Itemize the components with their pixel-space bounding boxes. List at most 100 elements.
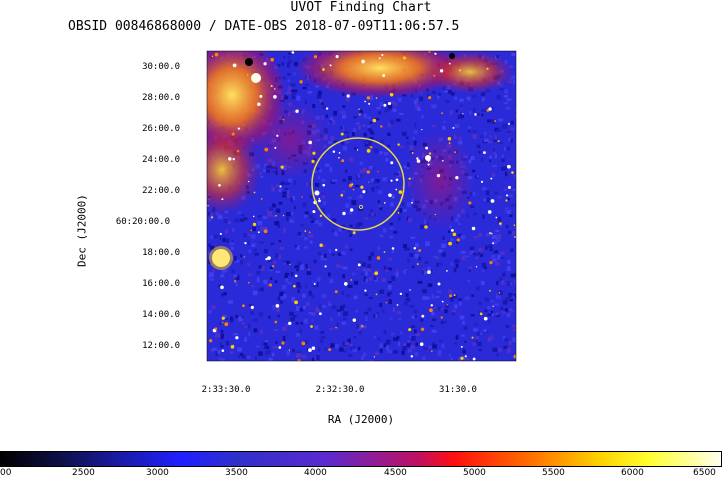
- noise-pixel: [482, 214, 485, 219]
- noise-pixel: [481, 262, 487, 268]
- star: [419, 342, 424, 346]
- noise-pixel: [460, 250, 466, 254]
- noise-pixel: [489, 155, 492, 159]
- star: [462, 113, 464, 115]
- star: [263, 229, 268, 234]
- noise-pixel: [278, 239, 282, 243]
- star: [214, 327, 218, 330]
- star: [218, 183, 221, 187]
- star: [279, 185, 282, 188]
- noise-pixel: [468, 265, 473, 270]
- noise-pixel: [262, 216, 268, 219]
- noise-pixel: [275, 307, 280, 312]
- star: [220, 285, 224, 290]
- noise-pixel: [415, 342, 418, 347]
- noise-pixel: [367, 306, 372, 312]
- noise-pixel: [379, 303, 383, 307]
- noise-pixel: [328, 272, 331, 277]
- star: [209, 339, 213, 343]
- noise-pixel: [435, 256, 439, 260]
- noise-pixel: [342, 274, 346, 279]
- noise-pixel: [391, 275, 396, 281]
- noise-pixel: [354, 184, 360, 188]
- noise-pixel: [495, 314, 500, 317]
- noise-pixel: [331, 229, 335, 232]
- star: [447, 137, 452, 141]
- star: [313, 283, 316, 285]
- star: [455, 175, 459, 180]
- noise-pixel: [460, 107, 463, 110]
- noise-pixel: [473, 328, 478, 332]
- noise-pixel: [212, 268, 215, 274]
- noise-pixel: [306, 270, 312, 275]
- star: [428, 51, 431, 54]
- star: [453, 294, 456, 297]
- noise-pixel: [346, 134, 349, 139]
- noise-pixel: [250, 234, 256, 239]
- noise-pixel: [366, 268, 371, 272]
- noise-pixel: [223, 218, 228, 224]
- noise-pixel: [231, 239, 234, 244]
- noise-pixel: [363, 276, 367, 282]
- star: [263, 62, 267, 66]
- star: [271, 265, 275, 268]
- dec-tick: 26:00.0: [142, 124, 180, 134]
- star: [413, 247, 417, 250]
- star: [236, 149, 240, 153]
- noise-pixel: [508, 282, 513, 286]
- star: [233, 280, 237, 283]
- noise-pixel: [286, 62, 290, 68]
- noise-pixel: [481, 269, 484, 273]
- noise-pixel: [223, 292, 227, 296]
- noise-pixel: [387, 285, 392, 290]
- star: [378, 57, 381, 60]
- noise-pixel: [394, 173, 399, 176]
- noise-pixel: [484, 297, 490, 302]
- noise-pixel: [330, 317, 333, 321]
- noise-pixel: [459, 98, 464, 102]
- noise-pixel: [476, 144, 481, 149]
- noise-pixel: [289, 311, 294, 317]
- noise-pixel: [229, 351, 234, 355]
- noise-pixel: [384, 109, 387, 113]
- star: [411, 151, 414, 154]
- dec-tick: 28:00.0: [142, 93, 180, 103]
- noise-pixel: [312, 104, 316, 109]
- noise-pixel: [413, 130, 418, 134]
- noise-pixel: [267, 359, 272, 361]
- noise-pixel: [416, 250, 420, 253]
- colorbar-tick: 4000: [304, 468, 327, 478]
- star: [341, 159, 345, 163]
- noise-pixel: [505, 325, 509, 328]
- noise-pixel: [387, 122, 392, 127]
- sky-image: [207, 51, 516, 361]
- noise-pixel: [210, 305, 216, 309]
- noise-pixel: [315, 182, 320, 187]
- noise-pixel: [507, 194, 513, 198]
- noise-pixel: [328, 120, 333, 123]
- noise-pixel: [345, 96, 350, 102]
- noise-pixel: [354, 319, 358, 323]
- noise-pixel: [444, 90, 449, 93]
- star: [427, 163, 430, 166]
- noise-pixel: [368, 140, 372, 146]
- star: [357, 263, 361, 267]
- noise-pixel: [237, 211, 242, 214]
- noise-pixel: [401, 131, 407, 137]
- noise-pixel: [355, 309, 359, 313]
- noise-pixel: [368, 165, 374, 170]
- noise-pixel: [389, 222, 394, 226]
- noise-pixel: [415, 243, 419, 248]
- noise-pixel: [316, 94, 322, 99]
- noise-pixel: [347, 181, 350, 185]
- noise-pixel: [386, 108, 391, 112]
- noise-pixel: [472, 95, 477, 98]
- noise-pixel: [403, 302, 409, 306]
- noise-pixel: [383, 265, 387, 271]
- noise-pixel: [386, 132, 391, 136]
- ra-tick: 2:32:30.0: [315, 385, 365, 395]
- noise-pixel: [342, 105, 346, 108]
- noise-pixel: [375, 360, 378, 361]
- noise-pixel: [357, 174, 361, 178]
